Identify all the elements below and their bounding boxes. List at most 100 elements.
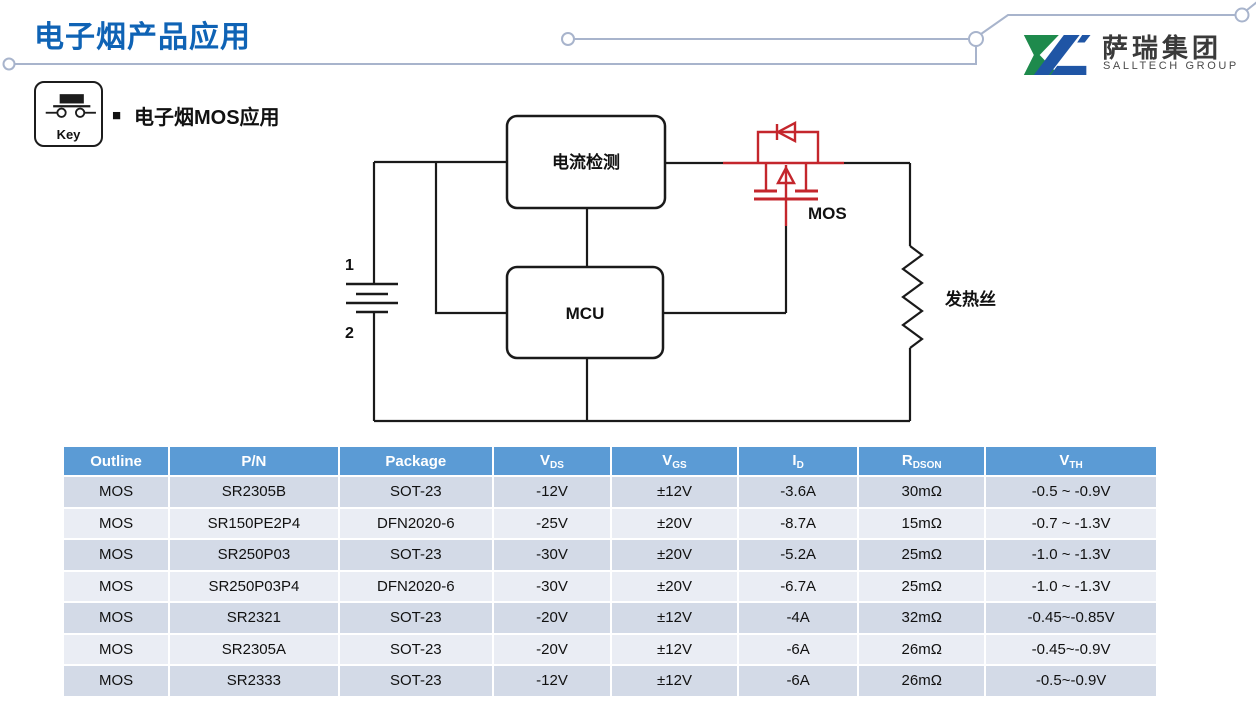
table-cell: MOS <box>61 506 171 540</box>
battery-terminal-2: 2 <box>345 325 354 342</box>
column-header-1: P/N <box>168 445 340 477</box>
table-cell: -8.7A <box>736 506 860 540</box>
table-cell: SOT-23 <box>337 538 494 572</box>
column-header-3: VDS <box>491 445 613 477</box>
table-cell: MOS <box>61 569 171 603</box>
table-cell: SOT-23 <box>337 664 494 698</box>
column-header-7: VTH <box>984 445 1158 477</box>
company-logo: 萨瑞集团 SALLTECH GROUP <box>1010 26 1250 82</box>
table-cell: 25mΩ <box>857 569 987 603</box>
table-cell: 30mΩ <box>857 475 987 509</box>
table-header-row: Outline P/N Package VDS VGS ID RDSON VTH <box>61 445 1158 477</box>
key-switch-glyph <box>45 94 96 118</box>
column-header-4: VGS <box>610 445 739 477</box>
decor-node-mid-left <box>561 32 575 46</box>
table-cell: ±12V <box>610 664 739 698</box>
page-title: 电子烟产品应用 <box>34 21 251 54</box>
table-cell: SR2321 <box>168 601 340 635</box>
table-cell: -0.45~-0.85V <box>984 601 1158 635</box>
column-header-2: Package <box>337 445 494 477</box>
table-cell: ±20V <box>610 506 739 540</box>
mcu-label: MCU <box>566 304 605 323</box>
heater-label: 发热丝 <box>944 289 996 309</box>
battery-terminal-1: 1 <box>345 257 354 274</box>
decor-node-mid-right <box>968 31 984 47</box>
table-cell: -6A <box>736 664 860 698</box>
table-cell: -0.5~-0.9V <box>984 664 1158 698</box>
table-cell: -0.7 ~ -1.3V <box>984 506 1158 540</box>
table-cell: MOS <box>61 475 171 509</box>
table-cell: DFN2020-6 <box>337 569 494 603</box>
table-row: MOS SR2305B SOT-23 -12V ±12V -3.6A 30mΩ -0.5 ~ … <box>61 475 1158 509</box>
decor-node-right <box>1234 7 1250 23</box>
table-cell: -6.7A <box>736 569 860 603</box>
header-decor-lines <box>2 1 1256 71</box>
table-cell: -25V <box>491 506 613 540</box>
current-sense-label: 电流检测 <box>552 152 620 172</box>
table-cell: MOS <box>61 664 171 698</box>
circuit-schematic: 电流检测 MCU 1 2 MOS 发热丝 <box>345 114 996 423</box>
table-cell: -30V <box>491 569 613 603</box>
table-cell: ±20V <box>610 538 739 572</box>
battery-symbol <box>346 282 398 314</box>
column-header-0: Outline <box>61 445 171 477</box>
table-cell: -5.2A <box>736 538 860 572</box>
table-cell: MOS <box>61 632 171 666</box>
black-wires <box>372 160 924 423</box>
spec-table: Outline P/N Package VDS VGS ID RDSON VTH MOS SR2… <box>61 445 1158 698</box>
table-cell: -3.6A <box>736 475 860 509</box>
table-row: MOS SR250P03P4 DFN2020-6 -30V ±20V -6.7A 25mΩ -… <box>61 569 1158 603</box>
table-row: MOS SR150PE2P4 DFN2020-6 -25V ±20V -8.7A 15mΩ -… <box>61 506 1158 540</box>
table-cell: -12V <box>491 664 613 698</box>
table-cell: SOT-23 <box>337 601 494 635</box>
table-cell: -20V <box>491 601 613 635</box>
key-switch-icon: Key <box>34 81 103 147</box>
logo-mark-icon <box>1023 35 1091 75</box>
table-cell: -1.0 ~ -1.3V <box>984 538 1158 572</box>
table-cell: 25mΩ <box>857 538 987 572</box>
table-cell: ±20V <box>610 569 739 603</box>
table-row: MOS SR250P03 SOT-23 -30V ±20V -5.2A 25mΩ -1.0 ~… <box>61 538 1158 572</box>
table-cell: -12V <box>491 475 613 509</box>
table-cell: SOT-23 <box>337 632 494 666</box>
table-cell: SR150PE2P4 <box>168 506 340 540</box>
table-cell: -30V <box>491 538 613 572</box>
mos-symbol <box>723 121 844 226</box>
table-cell: SR250P03P4 <box>168 569 340 603</box>
table-cell: -20V <box>491 632 613 666</box>
table-cell: SR2305B <box>168 475 340 509</box>
company-name-en: SALLTECH GROUP <box>1103 60 1239 72</box>
key-icon-label: Key <box>56 127 81 142</box>
table-cell: -0.45~-0.9V <box>984 632 1158 666</box>
table-row: MOS SR2321 SOT-23 -20V ±12V -4A 32mΩ -0.45~-0.8… <box>61 601 1158 635</box>
mos-text-label: MOS <box>808 204 847 223</box>
table-cell: -0.5 ~ -0.9V <box>984 475 1158 509</box>
mcu-block: MCU <box>505 265 665 360</box>
table-cell: 26mΩ <box>857 632 987 666</box>
table-cell: ±12V <box>610 632 739 666</box>
table-row: MOS SR2305A SOT-23 -20V ±12V -6A 26mΩ -0.45~-0.… <box>61 632 1158 666</box>
decor-node-left <box>2 57 16 71</box>
table-cell: ±12V <box>610 601 739 635</box>
column-header-5: ID <box>736 445 860 477</box>
section-bullet: ■ <box>112 107 122 124</box>
column-header-6: RDSON <box>857 445 987 477</box>
table-cell: 26mΩ <box>857 664 987 698</box>
current-sense-block: 电流检测 <box>505 114 667 210</box>
company-name-cn: 萨瑞集团 <box>1102 33 1223 63</box>
table-cell: ±12V <box>610 475 739 509</box>
table-cell: DFN2020-6 <box>337 506 494 540</box>
table-cell: SR2333 <box>168 664 340 698</box>
table-cell: 32mΩ <box>857 601 987 635</box>
table-cell: -4A <box>736 601 860 635</box>
table-cell: -6A <box>736 632 860 666</box>
table-row: MOS SR2333 SOT-23 -12V ±12V -6A 26mΩ -0.5~-0.9V <box>61 664 1158 698</box>
table-cell: SR250P03 <box>168 538 340 572</box>
section-title: 电子烟MOS应用 <box>134 107 280 129</box>
table-cell: SR2305A <box>168 632 340 666</box>
spec-table-body: MOS SR2305B SOT-23 -12V ±12V -3.6A 30mΩ -0.5 ~ … <box>61 475 1158 698</box>
table-cell: 15mΩ <box>857 506 987 540</box>
table-cell: SOT-23 <box>337 475 494 509</box>
table-cell: -1.0 ~ -1.3V <box>984 569 1158 603</box>
